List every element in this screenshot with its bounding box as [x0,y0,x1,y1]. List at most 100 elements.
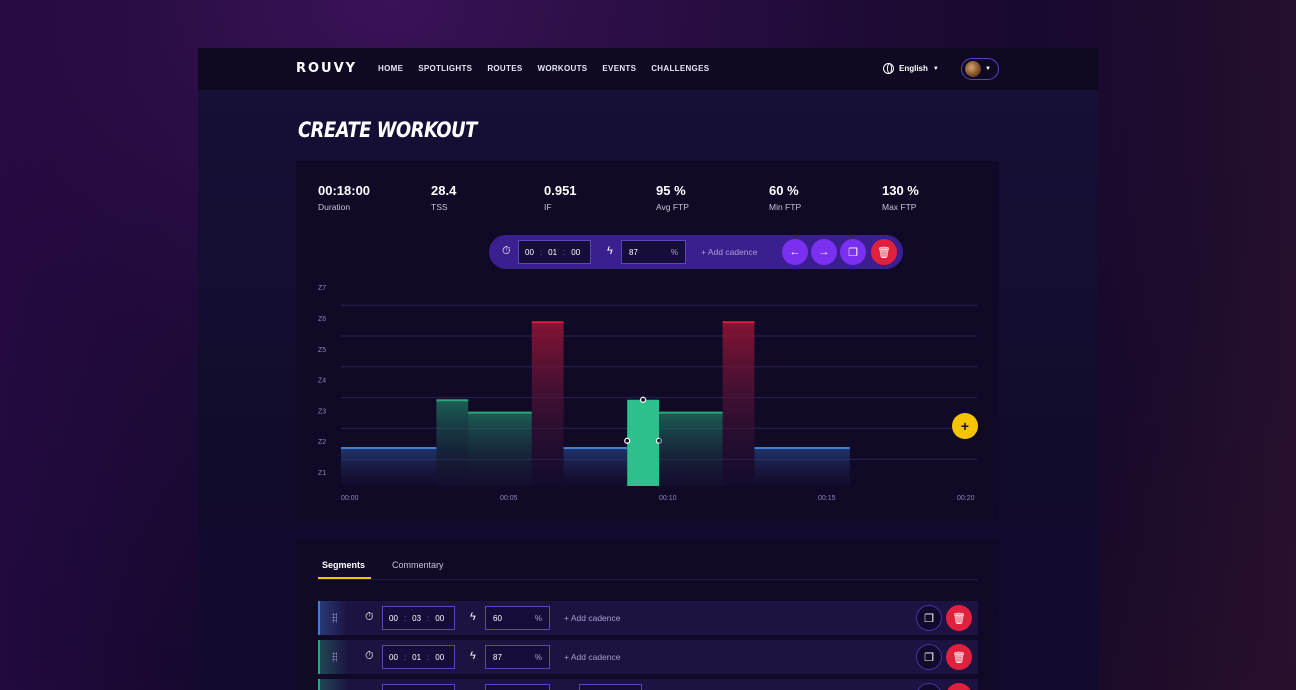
resize-handle-left[interactable] [624,437,631,444]
move-right-button[interactable]: → [811,239,837,265]
stat-value: 0.951 [544,183,577,198]
stat-min-ftp: 60 % Min FTP [769,183,801,212]
minutes-value[interactable]: 01 [548,247,558,257]
power-value: 87 [493,652,502,662]
nav-spotlights[interactable]: SPOTLIGHTS [418,64,473,73]
add-cadence-label: Add cadence [570,613,621,623]
move-left-button[interactable]: ← [782,239,808,265]
add-cadence-button[interactable]: + Add cadence [701,247,758,257]
seconds-value[interactable]: 00 [435,613,445,623]
chart-bar[interactable] [722,321,755,486]
chart-y-ticks: Z1 Z2 Z3 Z4 Z5 Z6 Z7 [318,285,326,477]
power-unit: % [534,613,542,623]
chart-bar[interactable] [659,412,723,486]
add-cadence-button[interactable]: + Add cadence [564,613,621,623]
segment-row[interactable]: ⏱ 00: 01: 00 ϟ 87 % + Add cadence ❐ 🗑 [318,640,978,674]
add-segment-button[interactable]: + [952,413,978,439]
delete-button[interactable] [946,683,972,690]
hours-value[interactable]: 00 [389,613,398,623]
x-tick-label: 00:00 [341,495,359,502]
stat-value: 00:18:00 [318,183,371,198]
stat-label: Max FTP [882,202,917,212]
chart-bar[interactable] [341,447,437,487]
add-cadence-label: Add cadence [570,652,621,662]
stopwatch-icon: ⏱ [365,650,374,662]
x-tick-label: 00:15 [818,495,836,502]
tab-commentary[interactable]: Commentary [392,560,444,570]
stat-label: IF [544,202,552,212]
stat-label: Duration [318,202,351,212]
chart-bar[interactable] [531,321,564,486]
stat-if: 0.951 IF [544,183,577,212]
power-input[interactable]: 60 % [485,606,550,630]
trash-icon: 🗑 [877,246,891,259]
caret-down-icon: ▼ [932,65,939,72]
x-tick-label: 00:20 [957,495,975,502]
arrow-right-icon: → [818,246,830,258]
duration-input[interactable]: 00: 01: 00 [382,645,455,669]
duplicate-button[interactable] [916,683,942,690]
nav-workouts[interactable]: WORKOUTS [537,64,588,73]
duplicate-button[interactable]: ❐ [916,605,942,631]
nav-events[interactable]: EVENTS [602,64,637,73]
hours-value[interactable]: 00 [389,652,398,662]
stat-duration: 00:18:00 Duration [318,183,370,212]
copy-icon: ❐ [924,651,934,664]
stopwatch-icon: ⏱ [502,245,511,257]
nav-challenges[interactable]: CHALLENGES [651,64,710,73]
seconds-value[interactable]: 00 [571,247,581,257]
minutes-value[interactable]: 01 [412,652,422,662]
duplicate-button[interactable]: ❐ [840,239,866,265]
page-title: CREATE WORKOUT [298,118,477,142]
y-tick-label: Z2 [318,439,326,446]
segment-row[interactable] [318,679,978,690]
x-tick-label: 00:10 [659,495,677,502]
chart-bar[interactable] [436,399,469,486]
power-input[interactable]: 87 % [485,645,550,669]
app-frame: ROUVY HOME SPOTLIGHTS ROUTES WORKOUTS EV… [198,48,1098,690]
segment-row[interactable]: ⏱ 00: 03: 00 ϟ 60 % + Add cadence ❐ 🗑 [318,601,978,635]
duration-input[interactable]: 00: 03: 00 [382,606,455,630]
stat-value: 60 % [769,183,799,198]
nav-routes[interactable]: ROUTES [487,64,523,73]
y-tick-label: Z1 [318,470,326,477]
active-tab-indicator [318,577,371,579]
globe-icon [883,63,894,74]
duration-input[interactable]: 00: 01: 00 [518,240,591,264]
delete-button[interactable]: 🗑 [871,239,897,265]
y-tick-label: Z3 [318,408,326,415]
power-input[interactable] [485,684,550,690]
duplicate-button[interactable]: ❐ [916,644,942,670]
delete-button[interactable]: 🗑 [946,644,972,670]
cadence-input[interactable] [579,684,642,690]
chart-bar[interactable] [754,447,850,487]
hours-value[interactable]: 00 [525,247,534,257]
y-tick-label: Z5 [318,347,326,354]
tab-segments[interactable]: Segments [322,560,366,570]
rouvy-logo[interactable]: ROUVY [296,61,358,76]
drag-handle-icon[interactable] [332,613,337,623]
segment-toolbar: ⏱ 00: 01: 00 ϟ 87 % + Add cadence ← → ❐ … [489,235,903,269]
language-selector[interactable]: English ▼ [883,63,939,74]
chart-bar[interactable] [627,399,659,486]
stopwatch-icon: ⏱ [365,611,374,623]
power-input[interactable]: 87 % [621,240,686,264]
arrow-left-icon: ← [789,246,801,258]
add-cadence-button[interactable]: + Add cadence [564,652,621,662]
workout-chart[interactable]: Z1 Z2 Z3 Z4 Z5 Z6 Z7 00:00 00:05 00:10 00:15 00:20 [296,276,999,516]
caret-down-icon: ▼ [985,66,991,72]
duration-input[interactable] [382,684,455,690]
drag-handle-icon[interactable] [332,652,337,662]
delete-button[interactable]: 🗑 [946,605,972,631]
resize-handle-top[interactable] [640,396,647,403]
chart-bar[interactable] [563,447,628,487]
stat-label: Avg FTP [656,202,689,212]
nav-home[interactable]: HOME [378,64,404,73]
chart-bar[interactable] [468,412,532,486]
user-menu[interactable]: ▼ [961,58,999,80]
minutes-value[interactable]: 03 [412,613,422,623]
stat-value: 95 % [656,183,686,198]
avatar [965,61,981,77]
workout-editor-card: 00:18:00 Duration 28.4 TSS 0.951 IF 95 %… [296,161,999,521]
seconds-value[interactable]: 00 [435,652,445,662]
